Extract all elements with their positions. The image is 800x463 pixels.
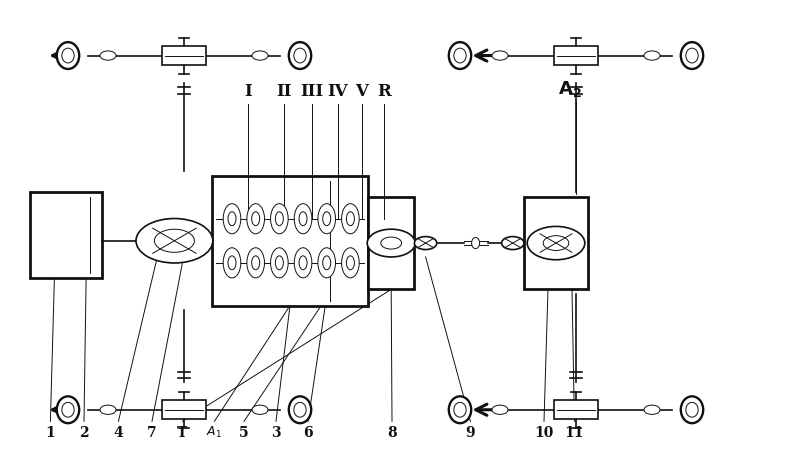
- Ellipse shape: [454, 48, 466, 63]
- Ellipse shape: [322, 212, 330, 225]
- Ellipse shape: [289, 396, 311, 423]
- Ellipse shape: [57, 396, 79, 423]
- Bar: [554, 46, 598, 65]
- Text: 6: 6: [303, 426, 313, 440]
- Ellipse shape: [294, 248, 312, 278]
- Ellipse shape: [294, 48, 306, 63]
- Bar: [212, 176, 368, 306]
- Ellipse shape: [252, 212, 260, 225]
- Circle shape: [252, 51, 268, 60]
- Ellipse shape: [318, 204, 335, 234]
- Circle shape: [492, 51, 508, 60]
- Text: 7: 7: [147, 426, 157, 440]
- Text: V: V: [355, 82, 368, 100]
- Circle shape: [381, 237, 402, 249]
- Circle shape: [252, 405, 268, 414]
- Ellipse shape: [449, 396, 471, 423]
- Text: 4: 4: [114, 426, 123, 440]
- Ellipse shape: [270, 204, 288, 234]
- Ellipse shape: [346, 212, 354, 225]
- Ellipse shape: [299, 256, 307, 270]
- Ellipse shape: [294, 402, 306, 417]
- Ellipse shape: [454, 402, 466, 417]
- Ellipse shape: [686, 48, 698, 63]
- Ellipse shape: [270, 248, 288, 278]
- Bar: [368, 197, 414, 289]
- Ellipse shape: [472, 238, 480, 249]
- Ellipse shape: [318, 248, 335, 278]
- Ellipse shape: [228, 256, 236, 270]
- Text: $A_1$: $A_1$: [206, 425, 222, 440]
- Ellipse shape: [252, 256, 260, 270]
- Circle shape: [644, 405, 660, 414]
- Text: 11: 11: [565, 426, 584, 440]
- Bar: [524, 197, 588, 289]
- Text: 1: 1: [46, 426, 55, 440]
- Ellipse shape: [299, 212, 307, 225]
- Ellipse shape: [62, 402, 74, 417]
- Bar: [162, 400, 206, 419]
- Ellipse shape: [62, 48, 74, 63]
- Ellipse shape: [228, 212, 236, 225]
- Text: 10: 10: [534, 426, 554, 440]
- Text: 3: 3: [271, 426, 281, 440]
- Bar: [554, 400, 598, 419]
- Ellipse shape: [322, 256, 330, 270]
- Circle shape: [100, 405, 116, 414]
- Circle shape: [543, 236, 569, 250]
- Ellipse shape: [681, 396, 703, 423]
- Text: $\mathbf{A_2}$: $\mathbf{A_2}$: [558, 79, 582, 99]
- Ellipse shape: [294, 204, 312, 234]
- Ellipse shape: [449, 42, 471, 69]
- Text: 2: 2: [79, 426, 89, 440]
- Ellipse shape: [223, 248, 241, 278]
- Ellipse shape: [289, 42, 311, 69]
- Bar: [162, 46, 206, 65]
- Circle shape: [527, 226, 585, 260]
- Ellipse shape: [342, 248, 359, 278]
- Ellipse shape: [57, 42, 79, 69]
- Text: 5: 5: [239, 426, 249, 440]
- Text: 8: 8: [387, 426, 397, 440]
- Circle shape: [100, 51, 116, 60]
- Circle shape: [154, 229, 194, 252]
- Ellipse shape: [346, 256, 354, 270]
- Ellipse shape: [275, 256, 283, 270]
- Text: 9: 9: [466, 426, 475, 440]
- Circle shape: [502, 237, 524, 250]
- Text: I: I: [244, 82, 252, 100]
- Ellipse shape: [342, 204, 359, 234]
- Circle shape: [414, 237, 437, 250]
- Text: II: II: [276, 82, 292, 100]
- Circle shape: [644, 51, 660, 60]
- Text: R: R: [377, 82, 391, 100]
- Ellipse shape: [223, 204, 241, 234]
- Bar: [30, 192, 102, 278]
- Circle shape: [136, 219, 213, 263]
- Circle shape: [367, 229, 415, 257]
- Text: IV: IV: [327, 82, 348, 100]
- Ellipse shape: [686, 402, 698, 417]
- Ellipse shape: [681, 42, 703, 69]
- Ellipse shape: [247, 248, 265, 278]
- Ellipse shape: [247, 204, 265, 234]
- Text: T: T: [178, 426, 187, 440]
- Text: III: III: [300, 82, 324, 100]
- Ellipse shape: [275, 212, 283, 225]
- Circle shape: [492, 405, 508, 414]
